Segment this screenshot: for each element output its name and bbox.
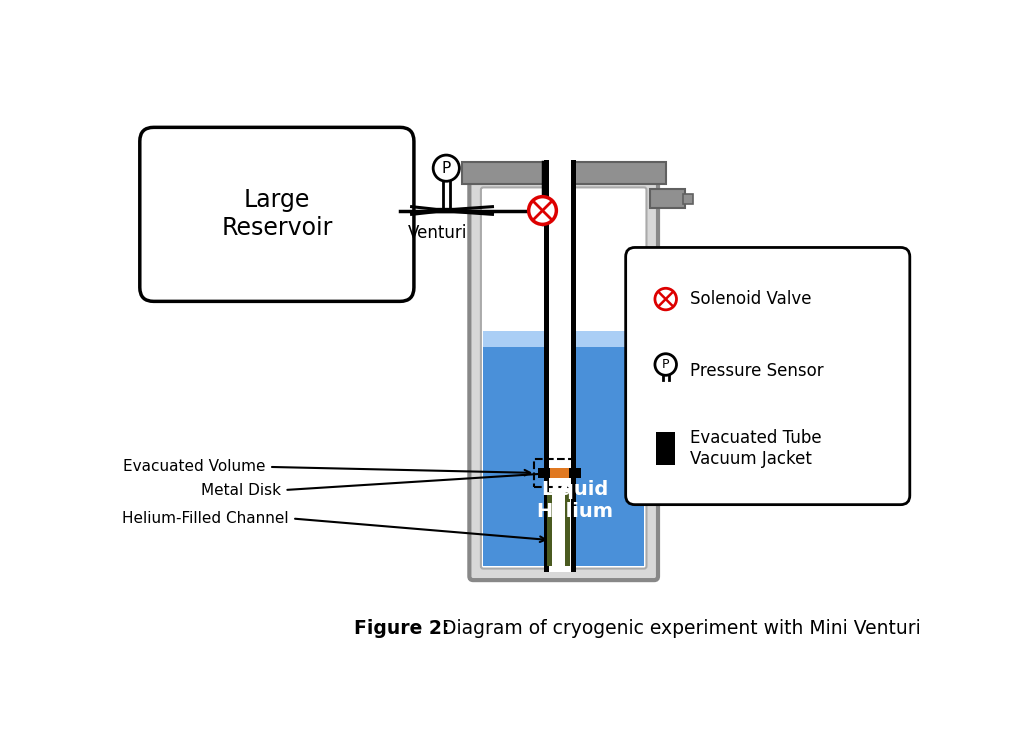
Bar	[550, 468, 569, 478]
Bar	[483, 333, 644, 566]
Circle shape	[528, 197, 556, 225]
Text: Evacuated Volume: Evacuated Volume	[658, 357, 801, 372]
Bar	[570, 161, 577, 573]
Text: P: P	[662, 358, 670, 371]
Text: Liquid
Helium: Liquid Helium	[537, 480, 613, 521]
Text: P: P	[441, 161, 451, 175]
Text: Helium-Filled Channel: Helium-Filled Channel	[122, 511, 289, 526]
Text: Pressure Sensor: Pressure Sensor	[690, 362, 824, 379]
Text: Large
Reservoir: Large Reservoir	[221, 189, 333, 240]
Text: Diagram of cryogenic experiment with Mini Venturi: Diagram of cryogenic experiment with Min…	[436, 619, 921, 638]
Bar	[483, 331, 644, 346]
FancyBboxPatch shape	[626, 247, 909, 505]
Bar	[549, 161, 570, 573]
Bar	[462, 162, 666, 184]
Bar	[547, 492, 552, 566]
Bar	[565, 492, 570, 566]
Bar	[534, 459, 573, 487]
Text: Evacuated Volume: Evacuated Volume	[123, 459, 265, 474]
Bar	[544, 161, 549, 573]
Circle shape	[655, 354, 677, 375]
Text: Figure 2:: Figure 2:	[354, 619, 450, 638]
FancyBboxPatch shape	[469, 176, 658, 580]
Bar	[683, 194, 693, 204]
Text: Evacuated Tube
Vacuum Jacket: Evacuated Tube Vacuum Jacket	[690, 429, 822, 468]
Bar	[650, 189, 685, 208]
Circle shape	[433, 155, 460, 181]
FancyBboxPatch shape	[140, 128, 414, 302]
Text: Solenoid Valve: Solenoid Valve	[690, 290, 812, 308]
FancyBboxPatch shape	[481, 187, 646, 569]
Bar	[539, 468, 582, 478]
Bar	[656, 432, 675, 465]
Text: Venturi: Venturi	[408, 224, 467, 241]
Circle shape	[655, 288, 677, 310]
Text: Metal Disk: Metal Disk	[201, 482, 281, 498]
